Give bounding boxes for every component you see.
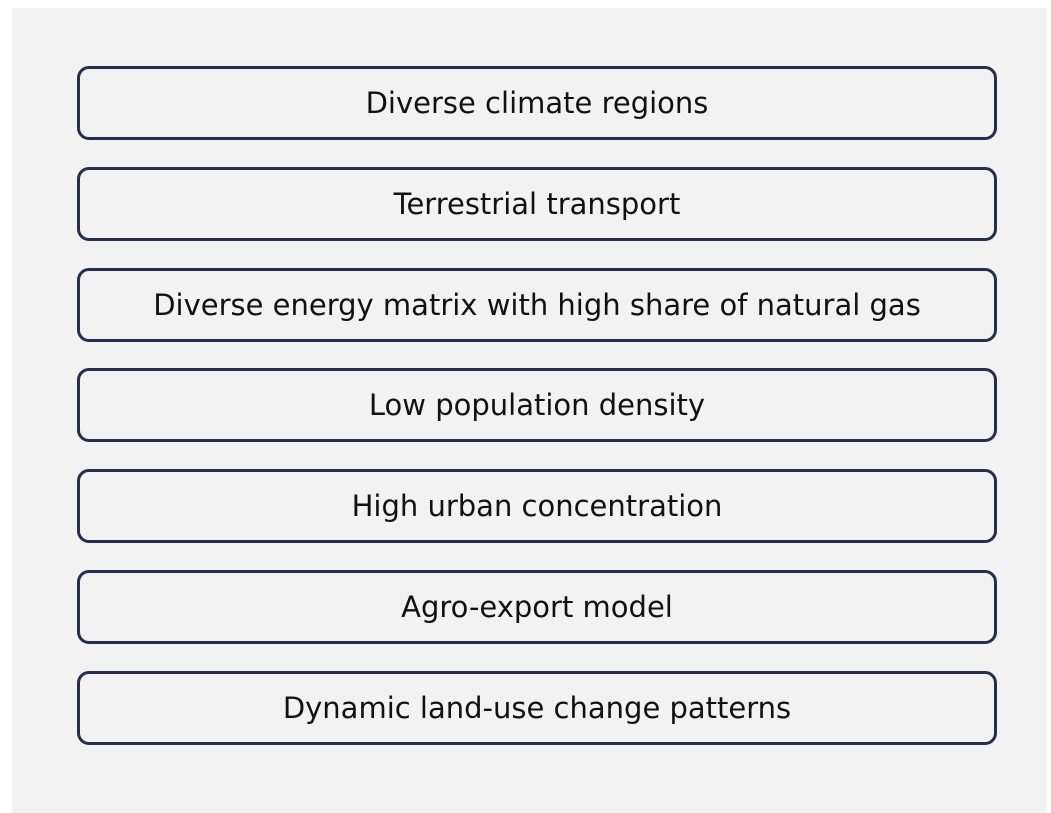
item-box: Low population density	[77, 368, 997, 443]
item-box: Diverse energy matrix with high share of…	[77, 267, 997, 342]
item-box: Agro-export model	[77, 570, 997, 644]
item-box: Diverse climate regions	[77, 66, 997, 140]
item-box: Dynamic land-use change patterns	[77, 670, 997, 745]
item-box: High urban concentration	[77, 469, 997, 544]
item-box: Terrestrial transport	[77, 166, 997, 241]
panel: Diverse climate regions Terrestrial trans…	[12, 8, 1047, 813]
